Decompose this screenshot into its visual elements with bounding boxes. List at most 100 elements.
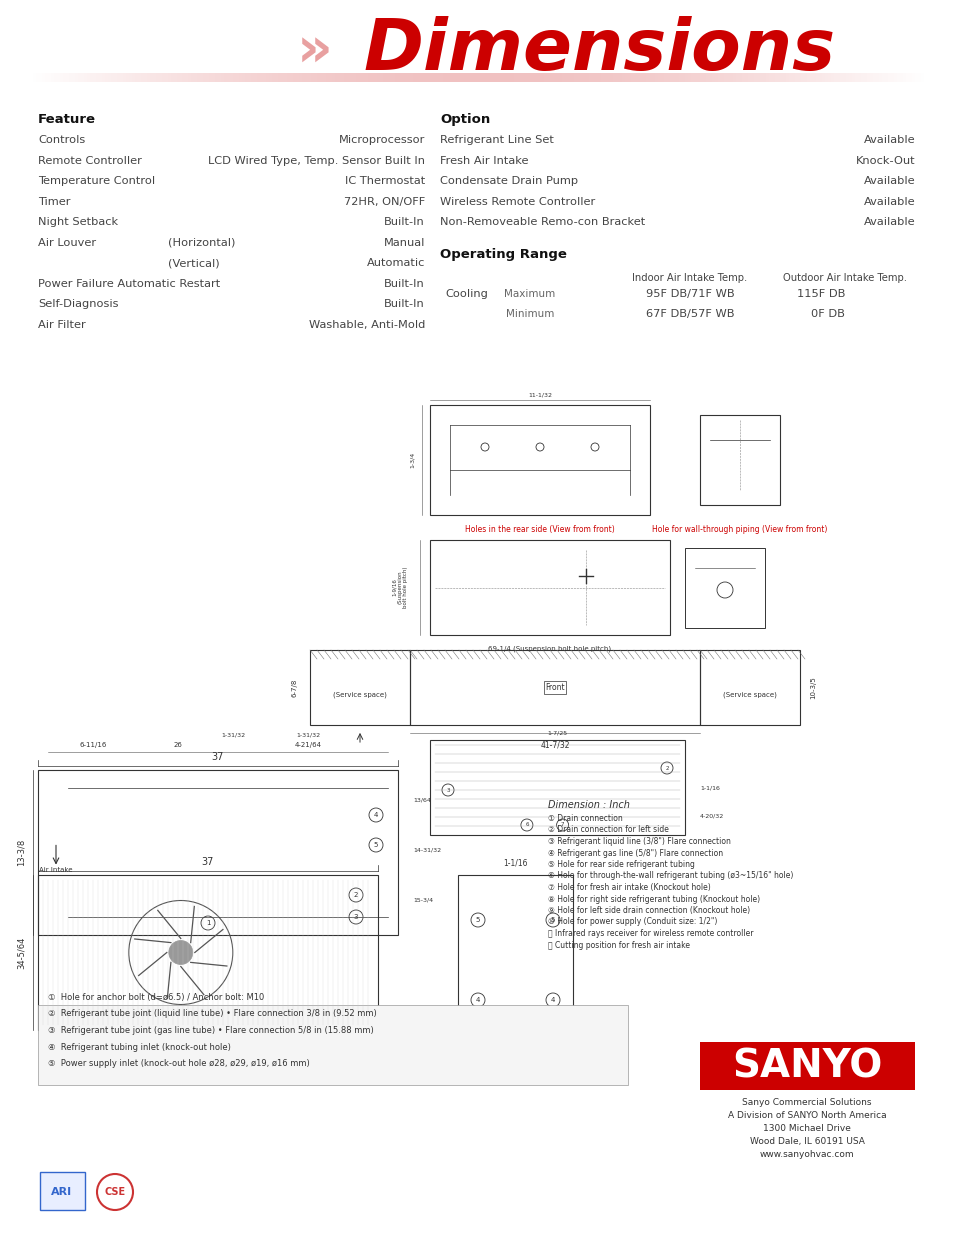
Bar xyxy=(460,73,463,82)
Bar xyxy=(123,73,126,82)
Bar xyxy=(875,73,879,82)
Text: ④  Refrigerant tubing inlet (knock-out hole): ④ Refrigerant tubing inlet (knock-out ho… xyxy=(48,1042,231,1051)
Bar xyxy=(302,73,305,82)
Text: ⑦ Hole for fresh air intake (Knockout hole): ⑦ Hole for fresh air intake (Knockout ho… xyxy=(547,883,710,892)
Bar xyxy=(917,73,920,82)
Text: ②  Refrigerant tube joint (liquid line tube) • Flare connection 3/8 in (9.52 mm): ② Refrigerant tube joint (liquid line tu… xyxy=(48,1009,376,1019)
Bar xyxy=(314,73,316,82)
Bar xyxy=(168,73,171,82)
Text: 95F DB/71F WB: 95F DB/71F WB xyxy=(645,289,734,299)
Bar xyxy=(60,73,63,82)
Bar xyxy=(389,73,392,82)
Bar xyxy=(421,73,424,82)
Bar xyxy=(248,73,251,82)
Bar xyxy=(206,73,209,82)
Bar xyxy=(239,73,242,82)
Text: 14-31/32: 14-31/32 xyxy=(413,847,440,852)
Bar xyxy=(564,73,568,82)
Bar xyxy=(45,73,48,82)
Bar xyxy=(484,73,487,82)
Bar xyxy=(803,73,806,82)
Text: Available: Available xyxy=(863,177,915,186)
Text: (Service space): (Service space) xyxy=(722,692,776,698)
Bar xyxy=(568,73,571,82)
Bar xyxy=(863,73,866,82)
Bar xyxy=(371,73,374,82)
Bar xyxy=(845,73,848,82)
Text: Non-Removeable Remo-con Bracket: Non-Removeable Remo-con Bracket xyxy=(439,217,644,227)
Bar xyxy=(105,73,108,82)
Bar xyxy=(819,73,821,82)
Bar xyxy=(200,73,203,82)
Text: Condensate Drain Pump: Condensate Drain Pump xyxy=(439,177,578,186)
Bar xyxy=(38,1005,627,1086)
Text: Built-In: Built-In xyxy=(384,299,424,309)
Bar xyxy=(666,73,669,82)
Text: 0F DB: 0F DB xyxy=(810,309,844,319)
Bar xyxy=(782,73,785,82)
Bar xyxy=(197,73,200,82)
Bar xyxy=(434,73,436,82)
Bar xyxy=(700,1042,914,1091)
Bar xyxy=(490,73,493,82)
Bar xyxy=(589,73,592,82)
Bar xyxy=(332,73,335,82)
Bar xyxy=(36,73,39,82)
Bar xyxy=(732,73,735,82)
Bar xyxy=(257,73,260,82)
Bar xyxy=(152,73,155,82)
Bar xyxy=(511,73,514,82)
Bar xyxy=(281,73,284,82)
Text: Fresh Air Intake: Fresh Air Intake xyxy=(439,156,528,165)
Bar xyxy=(84,73,87,82)
Text: 5: 5 xyxy=(374,842,377,848)
Bar xyxy=(651,73,654,82)
Text: Front: Front xyxy=(544,683,564,692)
Bar xyxy=(502,73,505,82)
Bar xyxy=(305,73,308,82)
Bar xyxy=(272,73,274,82)
Bar xyxy=(690,73,693,82)
Bar xyxy=(606,73,609,82)
Bar xyxy=(254,73,257,82)
Text: LCD Wired Type, Temp. Sensor Built In: LCD Wired Type, Temp. Sensor Built In xyxy=(208,156,424,165)
Bar xyxy=(660,73,663,82)
Bar xyxy=(785,73,789,82)
Bar xyxy=(227,73,230,82)
Text: Operating Range: Operating Range xyxy=(439,247,566,261)
Text: Holes in the rear side (View from front): Holes in the rear side (View from front) xyxy=(465,525,615,534)
Bar xyxy=(642,73,645,82)
Bar xyxy=(51,73,54,82)
Bar xyxy=(316,73,319,82)
Bar xyxy=(382,73,385,82)
Bar xyxy=(887,73,890,82)
Text: Maximum: Maximum xyxy=(504,289,555,299)
Bar xyxy=(457,876,573,1030)
Bar xyxy=(230,73,233,82)
Text: CSE: CSE xyxy=(104,1187,126,1197)
Bar xyxy=(813,73,816,82)
Text: 5: 5 xyxy=(550,918,555,923)
Bar xyxy=(774,73,777,82)
Bar xyxy=(634,73,637,82)
Text: 2: 2 xyxy=(354,892,357,898)
Bar xyxy=(851,73,854,82)
Bar xyxy=(700,650,800,725)
Text: ⑫ Cutting position for fresh air intake: ⑫ Cutting position for fresh air intake xyxy=(547,941,689,950)
Bar xyxy=(209,73,213,82)
Bar xyxy=(102,73,105,82)
Bar xyxy=(603,73,606,82)
Text: 7: 7 xyxy=(560,823,564,827)
Bar xyxy=(66,73,69,82)
Bar xyxy=(532,73,535,82)
Text: ③ Refrigerant liquid line (3/8") Flare connection: ③ Refrigerant liquid line (3/8") Flare c… xyxy=(547,837,730,846)
Bar xyxy=(920,73,923,82)
Bar xyxy=(355,73,358,82)
Text: Automatic: Automatic xyxy=(366,258,424,268)
Text: Feature: Feature xyxy=(38,112,96,126)
Text: 3: 3 xyxy=(446,788,449,793)
Bar xyxy=(840,73,842,82)
Text: 11-1/32: 11-1/32 xyxy=(527,391,552,396)
Bar xyxy=(866,73,869,82)
Bar xyxy=(251,73,254,82)
